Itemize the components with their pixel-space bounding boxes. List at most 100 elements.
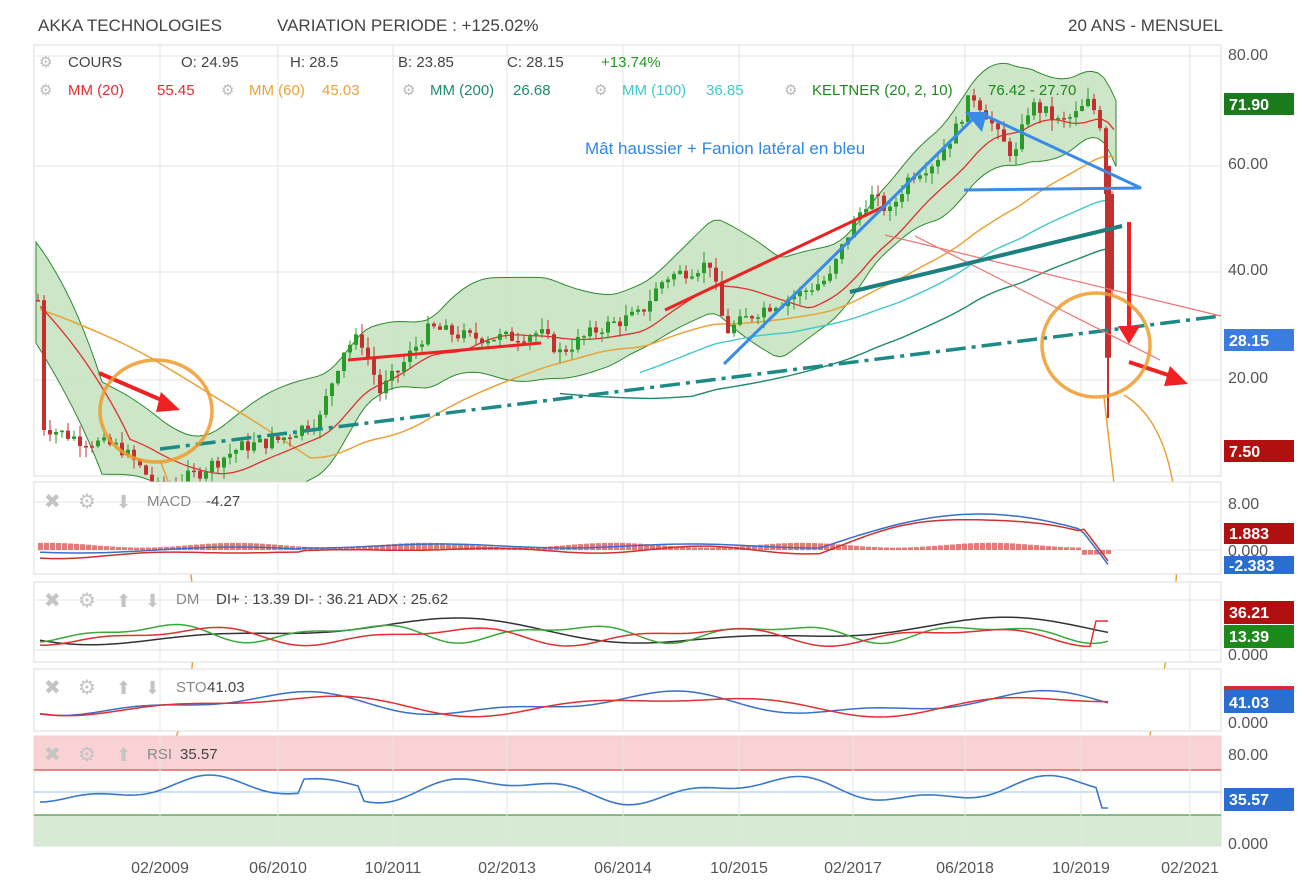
candle-body: [360, 334, 364, 348]
close-icon[interactable]: ✖: [44, 491, 61, 513]
arrow-up-icon[interactable]: ⬆: [116, 591, 131, 611]
x-axis-label: 02/2009: [131, 860, 189, 877]
candle-body: [636, 309, 640, 312]
candle-body: [336, 371, 340, 384]
svg-text:41.03: 41.03: [1229, 695, 1269, 712]
macd-histogram-bar: [44, 542, 49, 550]
macd-histogram-bar: [956, 544, 961, 550]
gear-icon[interactable]: ⚙: [78, 590, 96, 612]
candle-body: [552, 334, 556, 353]
candle-body: [900, 194, 904, 202]
mm200-value: 26.68: [513, 82, 551, 99]
macd-histogram-bar: [650, 544, 655, 550]
dmi-badge: 36.21: [1224, 601, 1294, 624]
candle-body: [528, 336, 532, 342]
macd-histogram-bar: [350, 547, 355, 550]
arrow-down-icon[interactable]: ⬇: [145, 591, 160, 611]
candle-body: [558, 349, 562, 353]
gear-icon[interactable]: ⚙: [78, 677, 96, 699]
macd-histogram-bar: [914, 547, 919, 550]
arrow-down-icon[interactable]: ⬇: [145, 678, 160, 698]
close-icon[interactable]: ✖: [44, 590, 61, 612]
candle-body: [438, 326, 442, 330]
pattern-annotation: Mât haussier + Fanion latéral en bleu: [585, 139, 865, 158]
macd-histogram-bar: [932, 545, 937, 550]
macd-histogram-bar: [890, 547, 895, 550]
macd-histogram-bar: [1076, 547, 1081, 550]
gear-icon[interactable]: ⚙: [78, 491, 96, 513]
candle-body: [732, 324, 736, 334]
macd-histogram-bar: [164, 546, 169, 550]
macd-histogram-bar: [1088, 550, 1093, 555]
candle-body: [204, 472, 208, 479]
candle-body: [1014, 149, 1018, 156]
candle-body: [924, 173, 928, 176]
mm60-line: [39, 155, 1115, 459]
macd-histogram-bar: [848, 545, 853, 550]
candle-body: [648, 301, 652, 312]
gear-icon[interactable]: ⚙: [402, 82, 415, 99]
candle-body: [978, 100, 982, 111]
macd-histogram-bar: [926, 546, 931, 550]
mm60-label: MM (60): [249, 82, 305, 99]
price-tick: 40.00: [1228, 262, 1268, 279]
candle-body: [774, 308, 778, 312]
candle-body: [906, 177, 910, 195]
price-tick: 60.00: [1228, 156, 1268, 173]
candle-body: [348, 344, 352, 353]
macd-histogram-bar: [386, 544, 391, 550]
candle-body: [612, 321, 616, 323]
candle-body: [210, 460, 214, 472]
candle-body: [576, 337, 580, 350]
macd-histogram-bar: [968, 543, 973, 550]
candle-body: [114, 442, 118, 445]
price-tick: 20.00: [1228, 370, 1268, 387]
right-arrow-head: [1164, 366, 1188, 386]
macd-line: [39, 513, 1109, 565]
macd-histogram-bar: [452, 543, 457, 550]
x-axis-label: 06/2010: [249, 860, 307, 877]
candle-body: [918, 175, 922, 179]
candle-body: [306, 425, 310, 430]
candle-body: [186, 470, 190, 483]
gear-icon[interactable]: ⚙: [39, 54, 52, 71]
arrow-up-icon[interactable]: ⬆: [116, 678, 131, 698]
macd-histogram-bar: [140, 547, 145, 550]
gear-icon[interactable]: ⚙: [784, 82, 797, 99]
close-icon[interactable]: ✖: [44, 677, 61, 699]
close-icon[interactable]: ✖: [44, 744, 61, 766]
macd-histogram-bar: [866, 546, 871, 550]
candle-body: [234, 450, 238, 454]
macd-histogram-bar: [680, 546, 685, 550]
sto-axis-zero: 0.000: [1228, 715, 1268, 732]
candle-body: [582, 336, 586, 338]
candle-body: [888, 206, 892, 211]
candle-body: [390, 370, 394, 381]
price-badge: 71.90: [1224, 93, 1294, 115]
svg-text:36.21: 36.21: [1229, 605, 1269, 622]
macd-histogram-bar: [92, 545, 97, 550]
mm20-label: MM (20): [68, 82, 124, 99]
candle-body: [606, 321, 610, 333]
candle-body: [804, 290, 808, 292]
arrow-up-icon[interactable]: ⬆: [116, 745, 131, 765]
macd-histogram-bar: [62, 543, 67, 550]
arrow-down-icon[interactable]: ⬇: [116, 492, 131, 512]
candle-body: [858, 212, 862, 220]
gear-icon[interactable]: ⚙: [594, 82, 607, 99]
rsi-axis-top: 80.00: [1228, 747, 1268, 764]
sto-d-line: [39, 695, 1109, 718]
macd-histogram-bar: [578, 544, 583, 550]
macd-histogram-bar: [860, 546, 865, 550]
mast-arrowhead: [965, 112, 987, 132]
macd-histogram-bar: [788, 543, 793, 550]
macd-histogram-bar: [1040, 545, 1045, 550]
macd-histogram-bar: [950, 544, 955, 550]
gear-icon[interactable]: ⚙: [39, 82, 52, 99]
candle-body: [618, 321, 622, 327]
candle-body: [1062, 118, 1066, 120]
candle-body: [480, 338, 484, 344]
gear-icon[interactable]: ⚙: [78, 744, 96, 766]
gear-icon[interactable]: ⚙: [221, 82, 234, 99]
